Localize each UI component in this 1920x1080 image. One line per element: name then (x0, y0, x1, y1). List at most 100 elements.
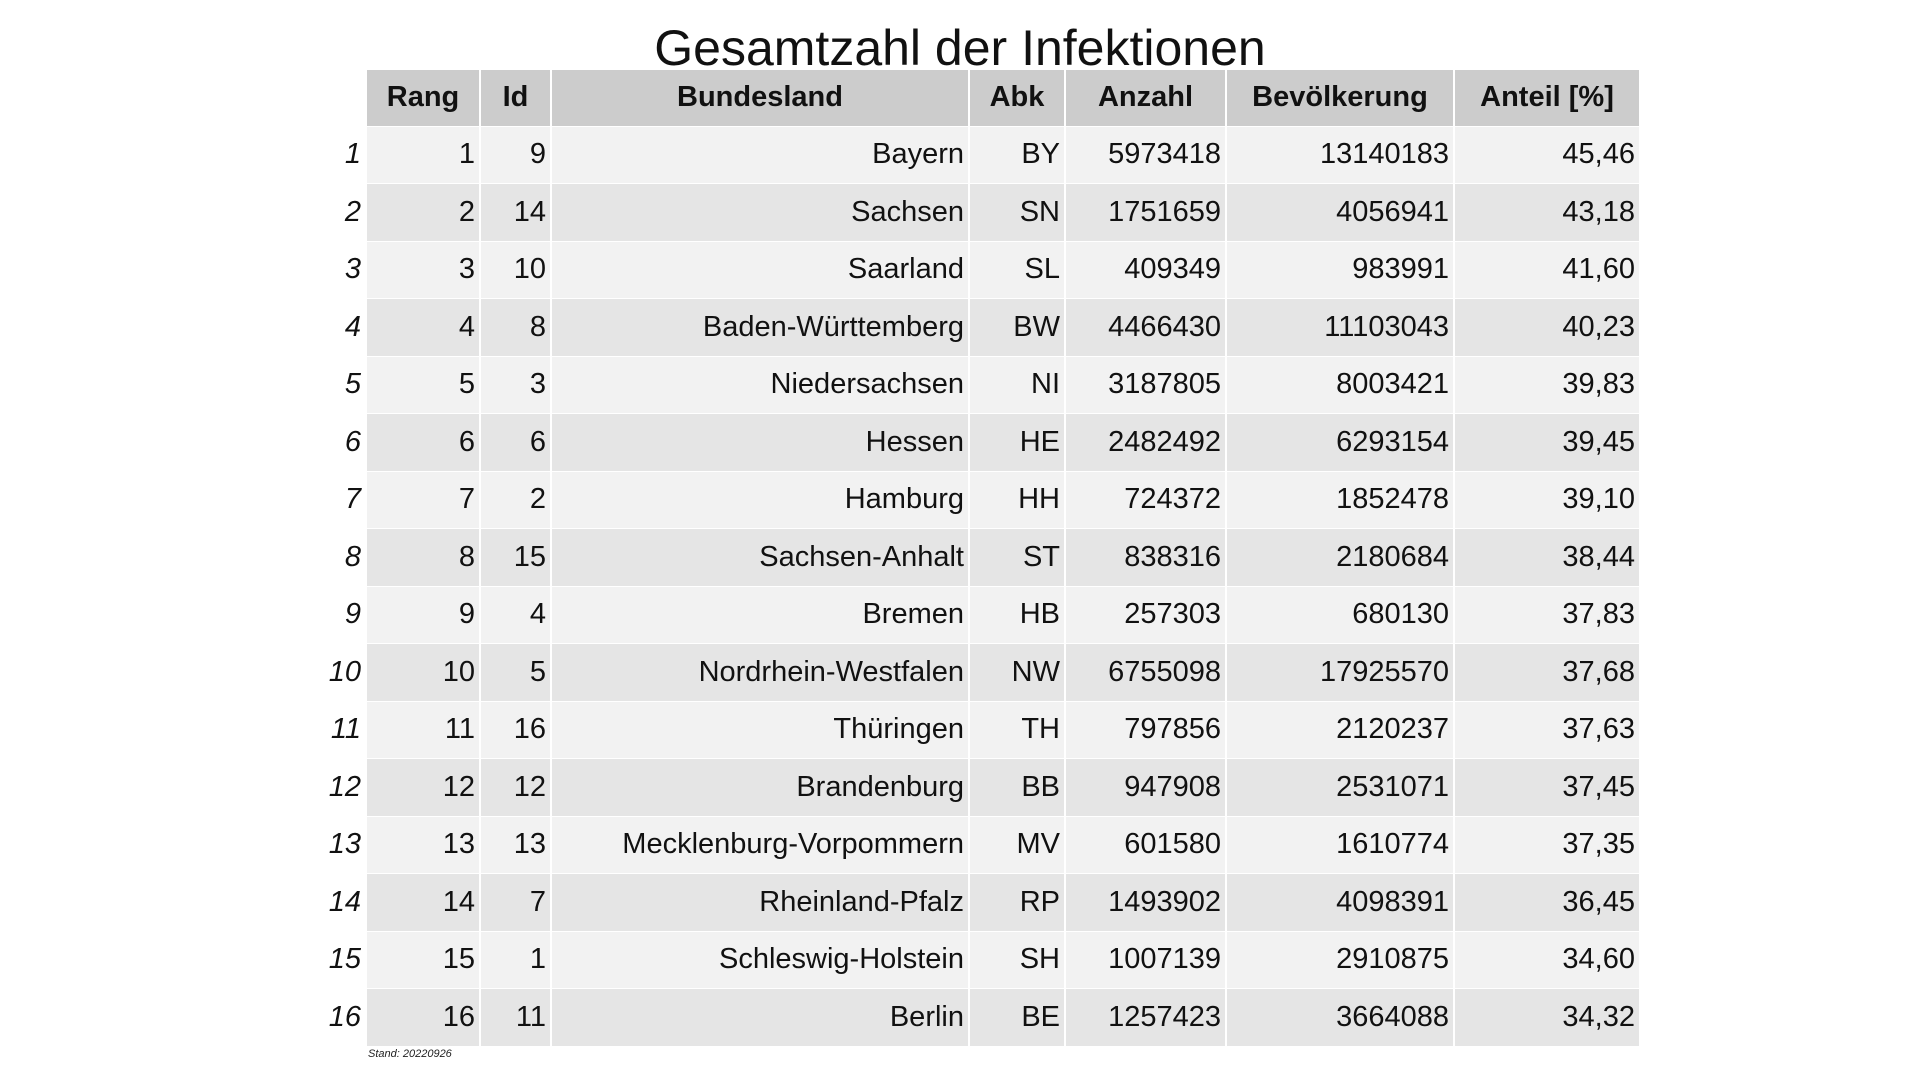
row-index: 7 (324, 470, 366, 529)
cell-abk: SL (968, 240, 1065, 299)
cell-bevoelkerung: 2531071 (1225, 758, 1454, 816)
cell-id: 11 (479, 988, 551, 1046)
row-index: 6 (324, 413, 366, 471)
cell-rang: 12 (365, 758, 480, 816)
cell-bundesland: Schleswig-Holstein (550, 930, 969, 989)
cell-bundesland: Rheinland-Pfalz (550, 873, 969, 931)
row-index: 9 (324, 585, 366, 644)
table-row: 4 4 8 Baden-Württemberg BW 4466430 11103043 40,… (324, 298, 1639, 356)
cell-anzahl: 947908 (1064, 758, 1226, 816)
cell-anzahl: 5973418 (1064, 125, 1226, 184)
cell-rang: 8 (365, 528, 480, 586)
cell-bevoelkerung: 4056941 (1225, 183, 1454, 241)
cell-anzahl: 797856 (1064, 700, 1226, 759)
row-index: 13 (324, 815, 366, 874)
cell-anzahl: 838316 (1064, 528, 1226, 586)
cell-rang: 4 (365, 298, 480, 356)
cell-bundesland: Baden-Württemberg (550, 298, 969, 356)
infections-table: Rang Id Bundesland Abk Anzahl Bevölkerun… (324, 70, 1639, 1046)
cell-anteil: 39,10 (1453, 470, 1639, 529)
cell-rang: 9 (365, 585, 480, 644)
footnote: Stand: 20220926 (368, 1048, 452, 1060)
cell-rang: 14 (365, 873, 480, 931)
cell-bundesland: Bremen (550, 585, 969, 644)
cell-bevoelkerung: 6293154 (1225, 413, 1454, 471)
cell-rang: 10 (365, 643, 480, 701)
row-index: 12 (324, 758, 366, 816)
cell-anteil: 37,63 (1453, 700, 1639, 759)
row-index: 1 (324, 125, 366, 184)
cell-rang: 1 (365, 125, 480, 184)
cell-rang: 2 (365, 183, 480, 241)
cell-rang: 6 (365, 413, 480, 471)
cell-abk: MV (968, 815, 1065, 874)
cell-bevoelkerung: 1852478 (1225, 470, 1454, 529)
cell-anteil: 37,35 (1453, 815, 1639, 874)
cell-abk: RP (968, 873, 1065, 931)
cell-id: 10 (479, 240, 551, 299)
cell-bundesland: Hessen (550, 413, 969, 471)
cell-abk: BB (968, 758, 1065, 816)
table-row: 10 10 5 Nordrhein-Westfalen NW 6755098 1792557… (324, 643, 1639, 701)
cell-anteil: 36,45 (1453, 873, 1639, 931)
cell-abk: NW (968, 643, 1065, 701)
table-row: 11 11 16 Thüringen TH 797856 2120237 37,63 (324, 700, 1639, 759)
table-row: 9 9 4 Bremen HB 257303 680130 37,83 (324, 585, 1639, 644)
cell-abk: SH (968, 930, 1065, 989)
row-index: 14 (324, 873, 366, 931)
cell-anzahl: 1007139 (1064, 930, 1226, 989)
row-index: 11 (324, 700, 366, 759)
column-header-id: Id (479, 70, 551, 126)
table-row: 1 1 9 Bayern BY 5973418 13140183 45,46 (324, 125, 1639, 184)
table-row: 12 12 12 Brandenburg BB 947908 2531071 37,45 (324, 758, 1639, 816)
cell-rang: 16 (365, 988, 480, 1046)
cell-anteil: 37,68 (1453, 643, 1639, 701)
cell-anzahl: 1493902 (1064, 873, 1226, 931)
cell-rang: 13 (365, 815, 480, 874)
cell-bevoelkerung: 4098391 (1225, 873, 1454, 931)
table-row: 8 8 15 Sachsen-Anhalt ST 838316 2180684 38,44 (324, 528, 1639, 586)
cell-abk: SN (968, 183, 1065, 241)
table-body: 1 1 9 Bayern BY 5973418 13140183 45,46 2 2 14 Sachs… (324, 125, 1639, 1046)
row-index: 4 (324, 298, 366, 356)
cell-rang: 5 (365, 355, 480, 414)
column-header-bevoelkerung: Bevölkerung (1225, 70, 1454, 126)
cell-abk: HE (968, 413, 1065, 471)
cell-bundesland: Brandenburg (550, 758, 969, 816)
cell-anteil: 41,60 (1453, 240, 1639, 299)
cell-anteil: 37,45 (1453, 758, 1639, 816)
cell-anzahl: 1257423 (1064, 988, 1226, 1046)
cell-anzahl: 2482492 (1064, 413, 1226, 471)
cell-anzahl: 4466430 (1064, 298, 1226, 356)
table-row: 16 16 11 Berlin BE 1257423 3664088 34,32 (324, 988, 1639, 1046)
cell-bundesland: Nordrhein-Westfalen (550, 643, 969, 701)
cell-bundesland: Hamburg (550, 470, 969, 529)
cell-id: 14 (479, 183, 551, 241)
cell-anteil: 38,44 (1453, 528, 1639, 586)
cell-anzahl: 409349 (1064, 240, 1226, 299)
cell-abk: BW (968, 298, 1065, 356)
column-header-bundesland: Bundesland (550, 70, 969, 126)
cell-bevoelkerung: 3664088 (1225, 988, 1454, 1046)
cell-id: 1 (479, 930, 551, 989)
cell-id: 13 (479, 815, 551, 874)
cell-id: 7 (479, 873, 551, 931)
cell-id: 12 (479, 758, 551, 816)
cell-bundesland: Thüringen (550, 700, 969, 759)
cell-abk: HH (968, 470, 1065, 529)
cell-abk: TH (968, 700, 1065, 759)
cell-abk: HB (968, 585, 1065, 644)
cell-bevoelkerung: 2180684 (1225, 528, 1454, 586)
cell-abk: ST (968, 528, 1065, 586)
cell-bevoelkerung: 17925570 (1225, 643, 1454, 701)
table-row: 3 3 10 Saarland SL 409349 983991 41,60 (324, 240, 1639, 299)
cell-id: 16 (479, 700, 551, 759)
cell-anzahl: 6755098 (1064, 643, 1226, 701)
cell-id: 8 (479, 298, 551, 356)
cell-abk: NI (968, 355, 1065, 414)
cell-bevoelkerung: 11103043 (1225, 298, 1454, 356)
cell-bevoelkerung: 13140183 (1225, 125, 1454, 184)
cell-bevoelkerung: 2910875 (1225, 930, 1454, 989)
corner-cell (324, 70, 366, 126)
cell-anteil: 34,32 (1453, 988, 1639, 1046)
